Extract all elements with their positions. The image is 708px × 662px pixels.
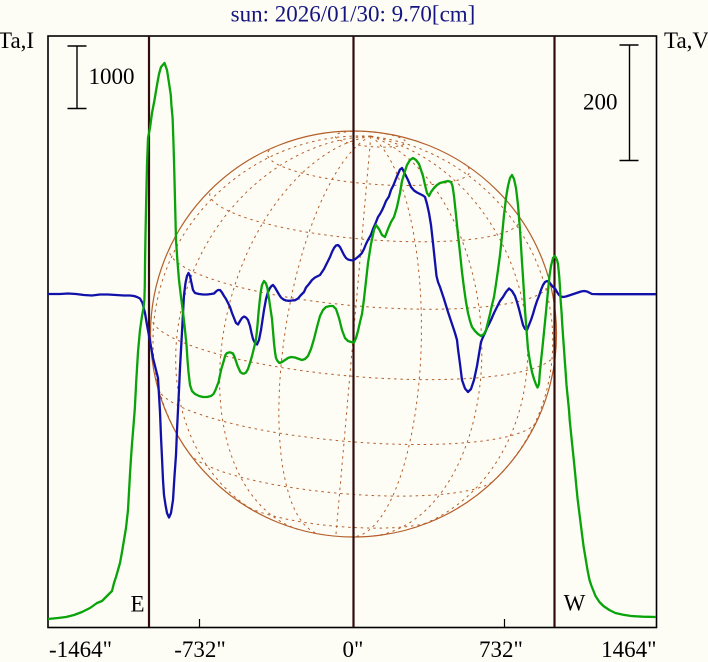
- svg-text:sun: 2026/01/30: 9.70[cm]: sun: 2026/01/30: 9.70[cm]: [231, 2, 476, 27]
- svg-text:200: 200: [583, 90, 618, 115]
- svg-text:732": 732": [479, 637, 523, 662]
- svg-text:1000: 1000: [89, 64, 135, 89]
- svg-text:E: E: [130, 592, 144, 617]
- svg-text:1464": 1464": [601, 637, 656, 662]
- svg-text:Ta,V: Ta,V: [664, 28, 708, 53]
- svg-text:0": 0": [343, 637, 364, 662]
- svg-text:-1464": -1464": [49, 637, 112, 662]
- svg-text:-732": -732": [174, 637, 226, 662]
- svg-text:W: W: [564, 591, 586, 616]
- svg-text:Ta,I: Ta,I: [0, 28, 34, 53]
